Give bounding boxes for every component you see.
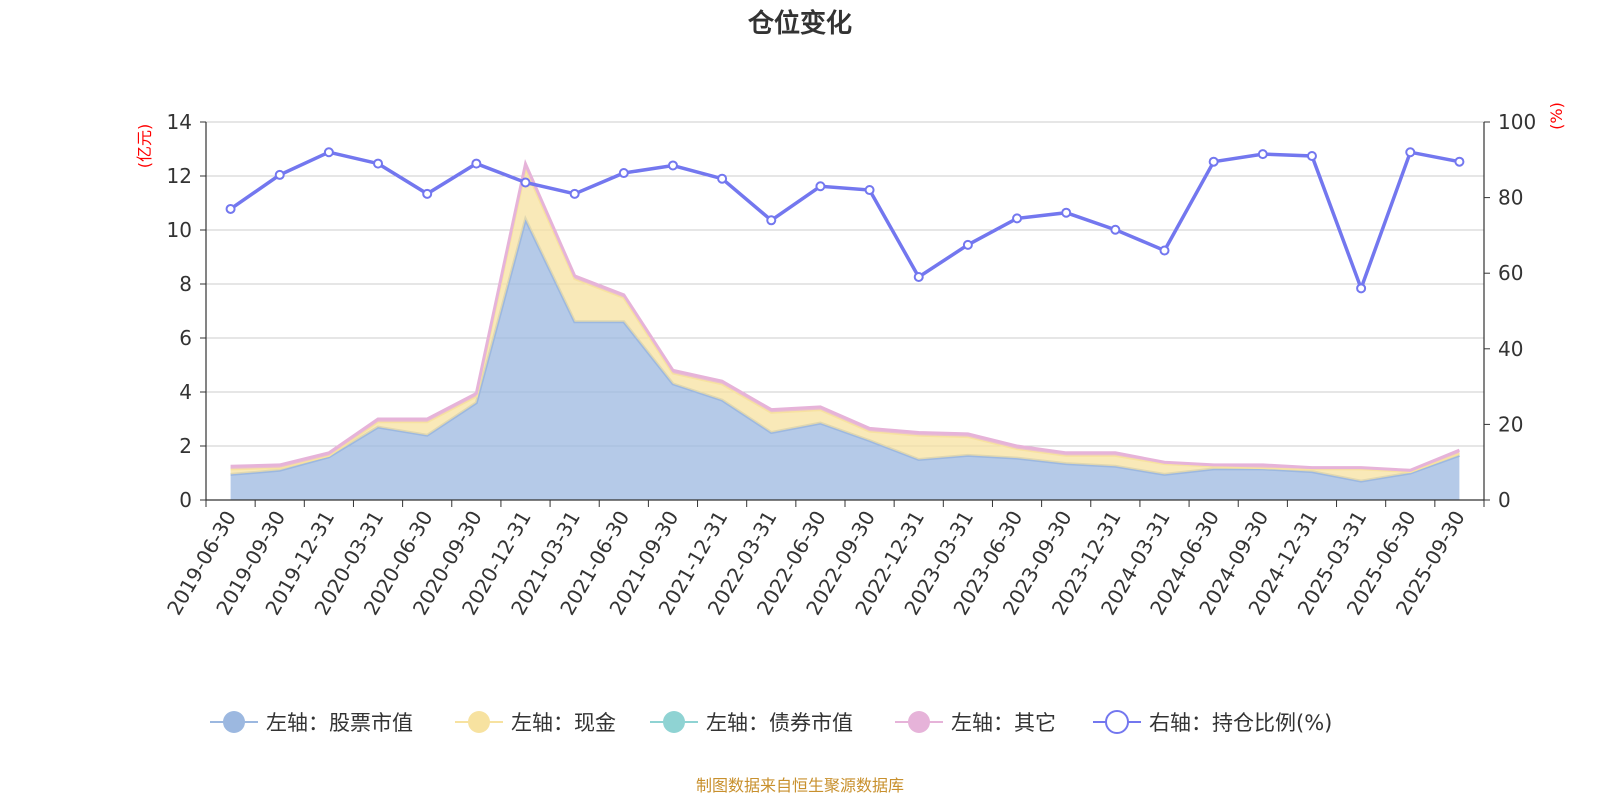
right-axis-unit: (%) bbox=[1547, 102, 1566, 130]
ratio-point bbox=[1110, 224, 1121, 235]
left-axis-unit: (亿元) bbox=[135, 124, 154, 169]
legend-label: 右轴：持仓比例(%) bbox=[1149, 711, 1332, 735]
ratio-line-series bbox=[225, 147, 1465, 294]
left-tick-label: 6 bbox=[179, 326, 192, 350]
legend-marker bbox=[1105, 710, 1129, 734]
ratio-point bbox=[667, 160, 678, 171]
ratio-point bbox=[913, 271, 924, 282]
ratio-point bbox=[766, 215, 777, 226]
gridlines bbox=[206, 121, 1484, 447]
legend-marker bbox=[908, 711, 930, 733]
legend-marker bbox=[223, 711, 245, 733]
legend-label: 左轴：现金 bbox=[511, 711, 616, 735]
left-tick-label: 2 bbox=[179, 434, 192, 458]
legend-label: 左轴：债券市值 bbox=[706, 711, 853, 735]
left-tick-label: 10 bbox=[167, 218, 192, 242]
area-左轴：股票市值 bbox=[230, 219, 1460, 500]
axes: 024681012140204060801002019-06-302019-09… bbox=[162, 110, 1536, 619]
ratio-point bbox=[1257, 149, 1268, 160]
ratio-point bbox=[1454, 156, 1465, 167]
ratio-point bbox=[274, 169, 285, 180]
legend-label: 左轴：其它 bbox=[951, 711, 1056, 735]
left-tick-label: 4 bbox=[179, 380, 192, 404]
legend-marker bbox=[663, 711, 685, 733]
right-tick-label: 80 bbox=[1498, 186, 1523, 210]
ratio-point bbox=[1306, 151, 1317, 162]
legend-marker bbox=[468, 711, 490, 733]
ratio-point bbox=[815, 181, 826, 192]
ratio-point bbox=[520, 177, 531, 188]
source-note: 制图数据来自恒生聚源数据库 bbox=[696, 776, 904, 795]
ratio-point bbox=[618, 168, 629, 179]
left-tick-label: 12 bbox=[167, 164, 192, 188]
ratio-point bbox=[1012, 213, 1023, 224]
ratio-point bbox=[1405, 147, 1416, 158]
right-tick-label: 40 bbox=[1498, 337, 1523, 361]
ratio-point bbox=[422, 188, 433, 199]
ratio-point bbox=[323, 147, 334, 158]
ratio-point bbox=[864, 185, 875, 196]
ratio-point bbox=[1061, 207, 1072, 218]
area-edge-左轴：其它 bbox=[230, 158, 1460, 472]
left-tick-label: 0 bbox=[179, 488, 192, 512]
area-series bbox=[230, 158, 1460, 500]
ratio-point bbox=[569, 188, 580, 199]
ratio-point bbox=[225, 203, 236, 214]
right-tick-label: 0 bbox=[1498, 488, 1511, 512]
legend: 左轴：股票市值 左轴：现金 左轴：债券市值 左轴：其它 右轴：持仓比例(%) bbox=[210, 710, 1332, 735]
ratio-line bbox=[229, 150, 1460, 294]
left-tick-label: 14 bbox=[167, 110, 192, 134]
ratio-point bbox=[717, 173, 728, 184]
chart-title: 仓位变化 bbox=[747, 8, 852, 39]
legend-label: 左轴：股票市值 bbox=[266, 711, 413, 735]
right-tick-label: 20 bbox=[1498, 412, 1523, 436]
right-tick-label: 100 bbox=[1498, 110, 1536, 134]
ratio-point bbox=[1208, 156, 1219, 167]
right-tick-label: 60 bbox=[1498, 261, 1523, 285]
left-tick-label: 8 bbox=[179, 272, 192, 296]
ratio-point bbox=[962, 239, 973, 250]
ratio-point bbox=[373, 158, 384, 169]
ratio-point bbox=[1356, 283, 1367, 294]
ratio-point bbox=[1159, 245, 1170, 256]
ratio-point bbox=[471, 158, 482, 169]
